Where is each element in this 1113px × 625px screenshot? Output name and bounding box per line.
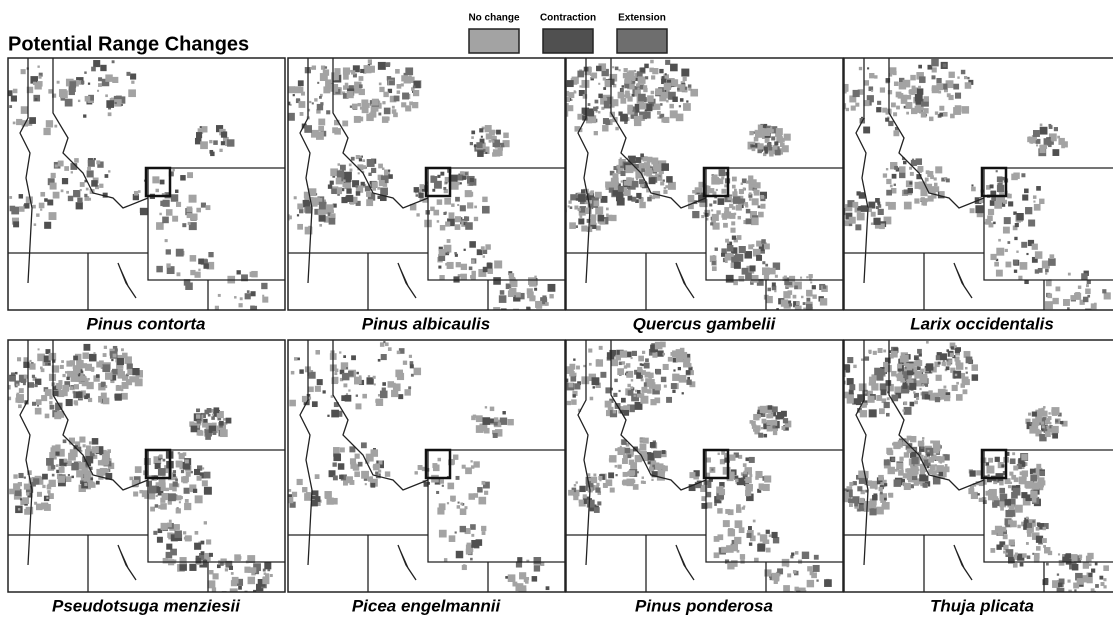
map-panel (557, 340, 843, 603)
title: Potential Range Changes (8, 33, 249, 55)
panel-caption: Pinus albicaulis (362, 314, 491, 333)
legend-label: No change (468, 13, 520, 24)
legend-swatch (543, 29, 593, 53)
legend: No change Contraction Extension (468, 13, 667, 53)
panel-caption: Larix occidentalis (910, 314, 1054, 333)
map-panel (0, 58, 285, 319)
legend-swatch (469, 29, 519, 53)
panel-caption: Thuja plicata (930, 596, 1034, 615)
panel-caption: Picea engelmannii (352, 596, 502, 615)
legend-swatch (617, 29, 667, 53)
panel-caption: Pinus ponderosa (635, 596, 773, 615)
legend-label: Contraction (540, 13, 596, 24)
panel-caption: Pseudotsuga menziesii (52, 596, 241, 615)
figure: Potential Range Changes No change Contrac… (0, 0, 1113, 620)
legend-label: Extension (618, 13, 666, 24)
map-panel (0, 340, 285, 604)
panel-caption: Pinus contorta (86, 314, 205, 333)
map-panel (834, 340, 1113, 605)
map-panel (838, 58, 1113, 322)
map-panel (280, 58, 565, 319)
panel-caption: Quercus gambelii (633, 314, 777, 333)
map-panel (556, 58, 843, 321)
map-panel (281, 340, 565, 602)
